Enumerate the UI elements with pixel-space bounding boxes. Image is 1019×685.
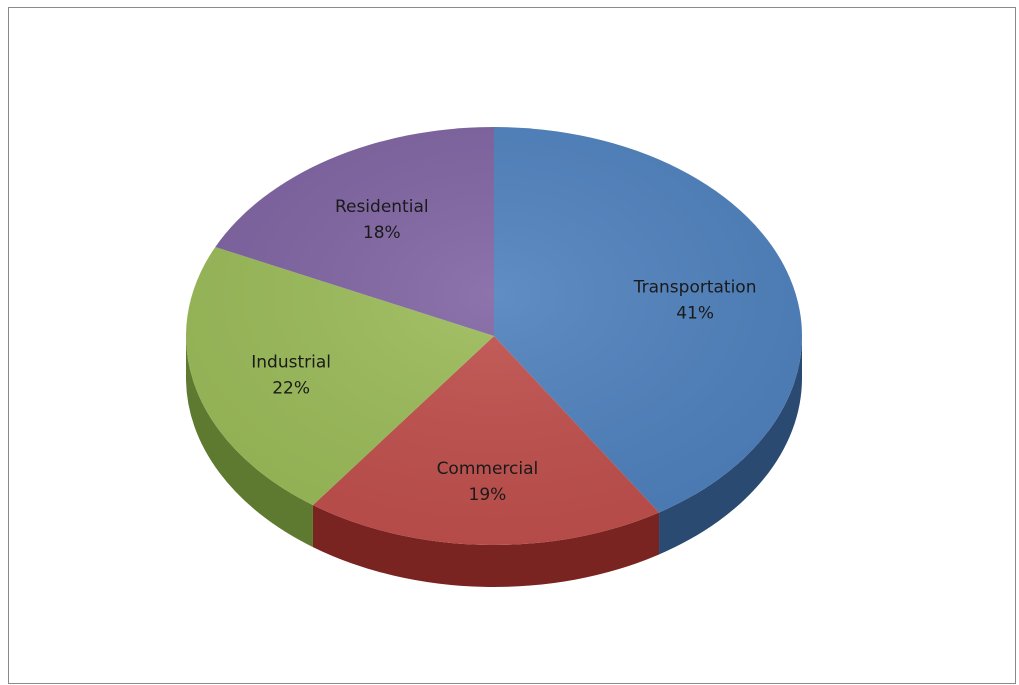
pie-label-transportation: Transportation — [633, 277, 757, 297]
pie-side-group — [186, 336, 803, 588]
pie-value-industrial: 22% — [272, 378, 310, 398]
pie-label-residential: Residential — [335, 197, 429, 217]
pie-label-commercial: Commercial — [437, 459, 539, 479]
pie-side-transportation — [659, 336, 803, 555]
pie-chart: Transportation 41% Commercial 19% Industrial… — [185, 127, 803, 588]
pie-value-residential: 18% — [363, 223, 401, 243]
pie-sheen — [186, 127, 802, 545]
chart-frame: Transportation 41% Commercial 19% Industrial… — [8, 7, 1016, 684]
pie-label-industrial: Industrial — [251, 352, 331, 372]
pie-value-commercial: 19% — [469, 485, 507, 505]
pie-side-industrial — [186, 336, 313, 548]
pie-side-commercial — [312, 505, 660, 588]
pie-top-group — [185, 127, 803, 545]
pie-label-group: Transportation 41% Commercial 19% Industrial… — [251, 197, 756, 505]
pie-value-transportation: 41% — [676, 303, 714, 323]
